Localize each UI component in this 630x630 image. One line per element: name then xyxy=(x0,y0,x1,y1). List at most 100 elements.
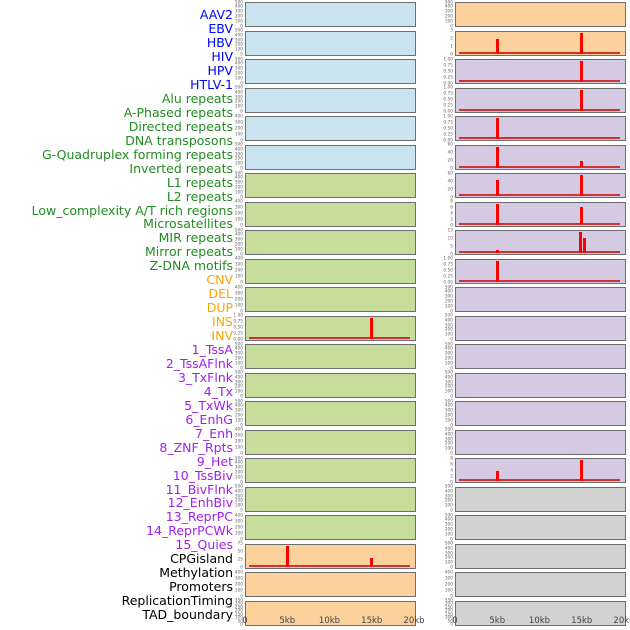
y-tick-label: 100 xyxy=(234,360,243,366)
y-tick-label: 100 xyxy=(234,189,243,195)
row-label-del: DEL xyxy=(208,286,234,302)
y-tick-label: 100 xyxy=(234,47,243,53)
x-axis-tick-label: 15kb xyxy=(571,616,593,626)
row-label-12-enhbiv: 12_EnhBiv xyxy=(167,495,233,511)
y-tick-label: 0 xyxy=(240,279,243,286)
track-panel-directed-repeats xyxy=(245,230,416,255)
y-tick-label: 100 xyxy=(444,332,453,338)
row-label-z-dna-motifs: Z-DNA motifs xyxy=(149,258,233,274)
signal-spike xyxy=(579,32,583,54)
signal-spike xyxy=(286,545,290,567)
signal-baseline xyxy=(459,137,620,139)
y-tick-label: 400 xyxy=(234,255,243,262)
y-tick-label: 300 xyxy=(444,379,453,385)
y-tick-label: 150 xyxy=(444,611,453,617)
y-tick-label: 500 xyxy=(234,0,243,5)
signal-spike xyxy=(579,61,583,82)
y-tick-label: 200 xyxy=(234,210,243,217)
y-tick-label: 500 xyxy=(444,398,453,404)
y-tick-label: 400 xyxy=(234,146,243,152)
row-label-aav2: AAV2 xyxy=(199,7,233,23)
y-tick-label: 0 xyxy=(450,251,453,257)
row-label-15-quies: 15_Quies xyxy=(175,537,233,553)
y-tick-label: 300 xyxy=(234,37,243,43)
y-tick-label: 400 xyxy=(234,460,243,466)
track-panel-13-reprpc xyxy=(455,401,626,426)
track-panel-a-phased-repeats xyxy=(245,201,416,227)
y-tick-label: 2 xyxy=(450,216,453,223)
y-tick-label: 500 xyxy=(444,312,453,319)
y-tick-label: 0 xyxy=(240,593,243,599)
track-panel-cpgisland xyxy=(455,486,626,512)
y-tick-label: 400 xyxy=(444,317,453,323)
row-label-g-quadruplex-forming-repeats: G-Quadruplex forming repeats xyxy=(41,146,233,162)
y-tick-label: 250 xyxy=(444,604,453,610)
y-tick-label: 0 xyxy=(450,450,453,457)
y-tick-label: 0 xyxy=(240,137,243,143)
track-panel-hiv xyxy=(245,87,416,113)
y-tick-label: 0 xyxy=(450,393,453,400)
row-label-a-phased-repeats: A-Phased repeats xyxy=(123,104,233,120)
x-axis-tick-label: 10kb xyxy=(528,616,551,626)
track-panel-inv xyxy=(455,30,626,56)
y-tick-label: 100 xyxy=(234,216,243,223)
signal-baseline xyxy=(459,108,620,111)
track-panel-l2-repeats xyxy=(245,372,416,398)
y-tick-label: 0.25 xyxy=(443,74,453,80)
y-tick-label: 200 xyxy=(444,412,453,418)
signal-baseline xyxy=(459,251,620,253)
track-panel-z-dna-motifs xyxy=(245,515,416,540)
y-tick-label: 500 xyxy=(444,426,453,433)
y-tick-label: 100 xyxy=(444,446,453,452)
row-label-promoters: Promoters xyxy=(169,579,233,595)
y-tick-label: 0 xyxy=(450,564,453,571)
y-tick-label: 0.00 xyxy=(443,137,453,143)
y-tick-label: 0.75 xyxy=(443,90,453,97)
y-tick-label: 200 xyxy=(234,581,243,587)
track-panel-10-tssbiv xyxy=(455,315,626,341)
y-tick-label: 0 xyxy=(240,222,243,229)
row-label-8-znf-rpts: 8_ZNF_Rpts xyxy=(159,439,233,455)
y-tick-label: 100 xyxy=(234,161,243,167)
track-panel-9-het xyxy=(455,287,626,312)
track-panel-inverted-repeats xyxy=(245,315,416,341)
y-tick-label: 400 xyxy=(444,403,453,409)
y-tick-label: 100 xyxy=(444,417,453,423)
y-tick-label: 500 xyxy=(234,455,243,461)
y-tick-label: 0.25 xyxy=(233,330,243,337)
row-label-replicationtiming: ReplicationTiming xyxy=(121,593,233,609)
row-label-hbv: HBV xyxy=(206,35,233,51)
y-tick-label: 0.25 xyxy=(443,131,453,137)
y-tick-label: 4 xyxy=(450,210,453,217)
y-tick-label: 0 xyxy=(240,422,243,428)
y-tick-label: 0.00 xyxy=(443,108,453,115)
y-tick-label: 0 xyxy=(450,51,453,58)
row-label-5-txwk: 5_TxWk xyxy=(184,397,233,413)
row-label-hpv: HPV xyxy=(207,63,234,78)
row-label-microsatellites: Microsatellites xyxy=(143,216,233,232)
row-label-14-reprpcwk: 14_ReprPCWk xyxy=(146,523,233,539)
y-tick-label: 1.00 xyxy=(443,56,453,62)
track-panel-l1-repeats xyxy=(245,344,416,369)
y-tick-label: 100 xyxy=(234,587,243,593)
track-panel-g-quadruplex-forming-repeats xyxy=(245,287,416,312)
row-label-cnv: CNV xyxy=(206,272,233,288)
y-tick-label: 2 xyxy=(450,35,453,42)
y-tick-label: 300 xyxy=(444,436,453,442)
signal-spike xyxy=(496,250,500,253)
y-tick-label: 400 xyxy=(234,113,243,119)
y-tick-label: 2 xyxy=(450,473,453,479)
track-panel-cnv xyxy=(245,543,416,569)
track-panel-11-bivflnk xyxy=(455,344,626,369)
y-tick-label: 40 xyxy=(447,178,453,184)
y-tick-label: 0.75 xyxy=(233,318,243,325)
y-tick-label: 200 xyxy=(234,156,243,162)
y-tick-label: 100 xyxy=(444,360,453,366)
y-tick-label: 0 xyxy=(450,365,453,371)
row-label-3-txflnk: 3_TxFlnk xyxy=(177,369,233,385)
y-tick-label: 300 xyxy=(444,550,453,556)
track-panel-1-tssa xyxy=(455,59,626,84)
row-label-dup: DUP xyxy=(206,300,233,316)
signal-spike xyxy=(496,203,500,225)
signal-spike xyxy=(496,118,500,139)
